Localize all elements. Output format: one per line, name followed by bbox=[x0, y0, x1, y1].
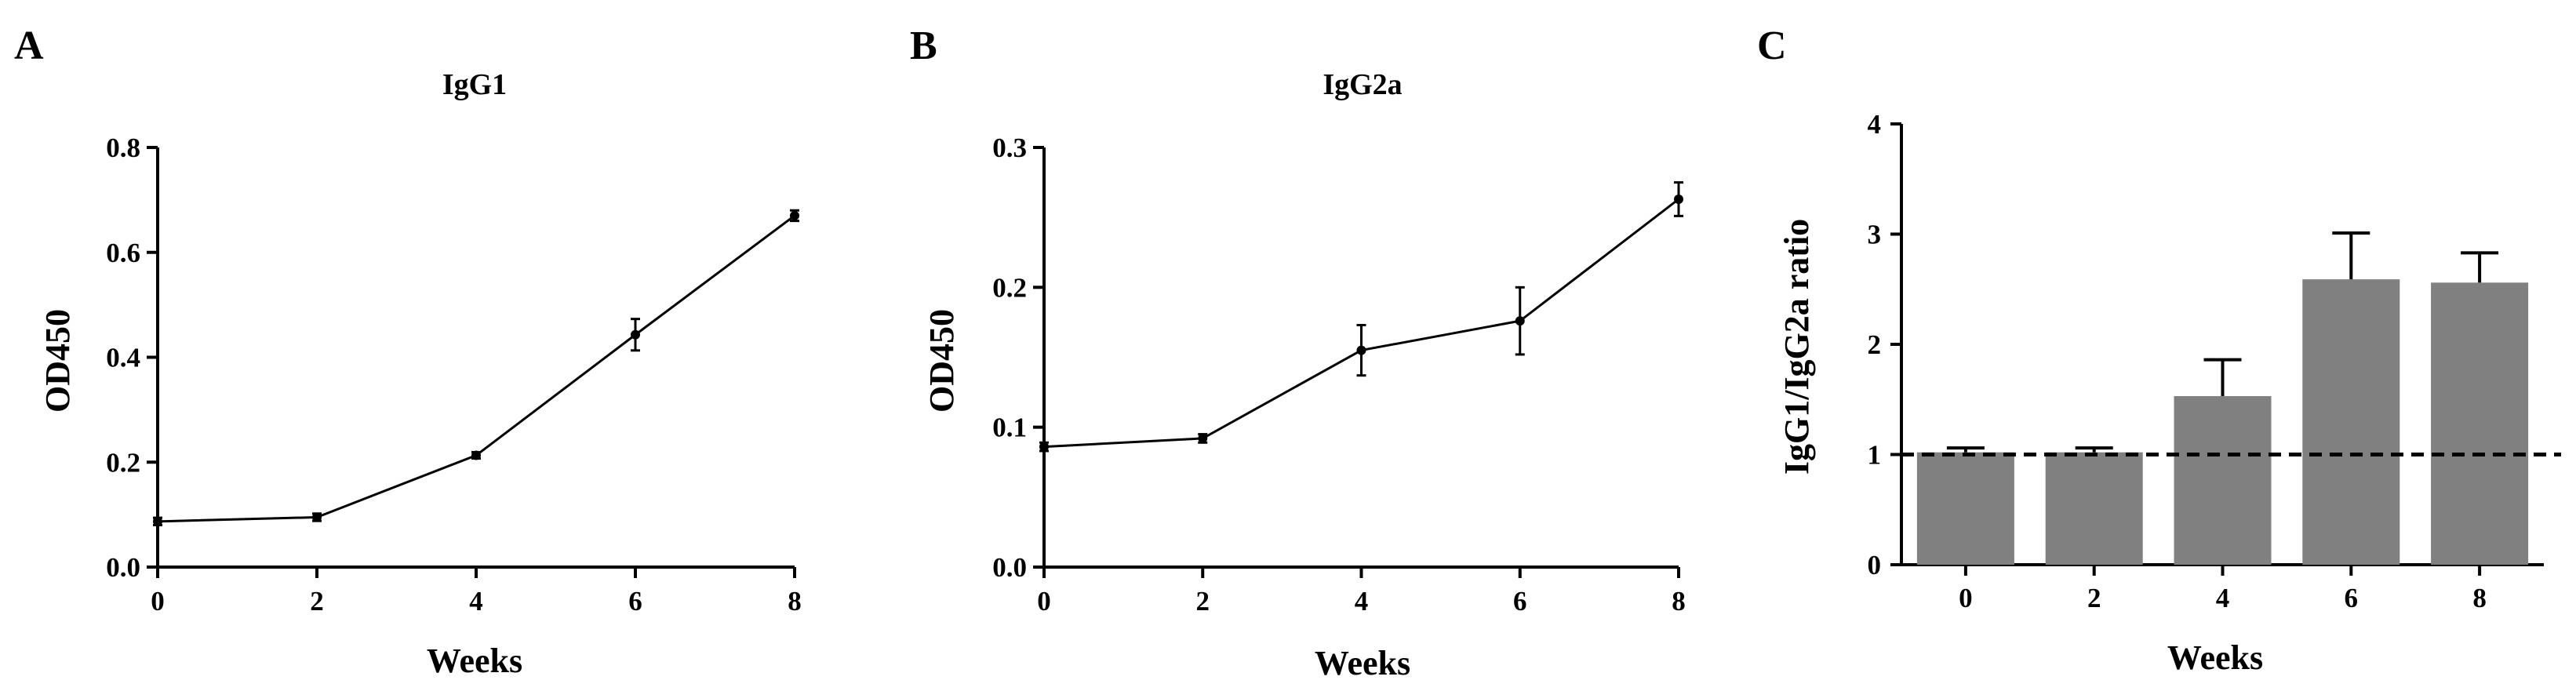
panel-c-ytick-label: 1 bbox=[1868, 440, 1882, 471]
panel-c-bar bbox=[2431, 282, 2529, 565]
panel-a-series-line bbox=[157, 214, 795, 523]
panel-b-ytick-label: 0.3 bbox=[992, 133, 1027, 163]
panel-b-data-point bbox=[1198, 433, 1208, 443]
panel-c-bar bbox=[1916, 452, 2014, 565]
panel-b-ytick-label: 0.1 bbox=[992, 413, 1027, 443]
panel-a-ytick-label: 0.6 bbox=[106, 238, 140, 268]
panel-b-data-point bbox=[1515, 316, 1525, 326]
panel-a-xtick-label: 2 bbox=[310, 586, 324, 616]
panel-b-data-point bbox=[1674, 194, 1683, 204]
panel-a-xlabel: Weeks bbox=[427, 642, 522, 680]
panel-a-ylabel: OD450 bbox=[38, 309, 77, 413]
panel-b-ytick-label: 0.2 bbox=[992, 272, 1027, 303]
panel-a-ytick-label: 0.0 bbox=[106, 552, 140, 583]
panel-b-xtick-label: 0 bbox=[1037, 586, 1051, 616]
panel-b-chart: B IgG2a OD450 Weeks 0.0 0.1 0.2 0.3 0 2 4 6 8 bbox=[910, 24, 1686, 682]
panel-letter-a: A bbox=[14, 24, 44, 68]
panel-a-chart: A IgG1 OD450 Weeks 0.0 0.2 0.4 0.6 0.8 0 2 4 6 8 bbox=[14, 24, 802, 680]
panel-a-data-point bbox=[631, 329, 640, 340]
panel-c-ytick-label: 4 bbox=[1868, 109, 1882, 140]
panel-b-xlabel: Weeks bbox=[1315, 644, 1410, 682]
panel-c-ytick-label: 2 bbox=[1868, 329, 1882, 360]
panel-a-xtick-label: 6 bbox=[628, 586, 642, 616]
panel-c-xtick-label: 6 bbox=[2345, 583, 2359, 613]
panel-c-ytick-label: 0 bbox=[1868, 550, 1882, 580]
panel-b-data-point bbox=[1356, 345, 1366, 355]
panel-b-ylabel: OD450 bbox=[922, 309, 961, 413]
panel-c-ytick-label: 3 bbox=[1868, 220, 1882, 250]
panel-c-xtick-label: 2 bbox=[2087, 583, 2101, 613]
panel-a-xtick-label: 4 bbox=[469, 586, 483, 616]
panel-a-data-point bbox=[790, 210, 799, 220]
panel-c-bar bbox=[2045, 452, 2143, 565]
panel-letter-c: C bbox=[1757, 24, 1787, 68]
panel-a-ytick-label: 0.4 bbox=[106, 343, 140, 373]
panel-b-series-line bbox=[1043, 198, 1679, 449]
panel-c-xtick-label: 4 bbox=[2216, 583, 2230, 613]
panel-a-ytick-label: 0.8 bbox=[106, 133, 140, 163]
panel-b-title: IgG2a bbox=[1323, 68, 1402, 101]
panel-a-xtick-label: 0 bbox=[151, 586, 165, 616]
panel-a-ytick-label: 0.2 bbox=[106, 447, 140, 478]
panel-a-data-point bbox=[153, 516, 162, 526]
panel-c-xtick-label: 0 bbox=[1959, 583, 1973, 613]
panel-b-xtick-label: 6 bbox=[1513, 586, 1527, 616]
panel-c-xlabel: Weeks bbox=[2167, 638, 2263, 677]
panel-c-bar bbox=[2174, 396, 2272, 565]
panel-c-chart: C IgG1/IgG2a ratio Weeks 0 1 2 3 4 0 2 4 6 8 bbox=[1757, 24, 2561, 677]
panel-letter-b: B bbox=[910, 24, 937, 68]
panel-b-data-point bbox=[1039, 442, 1049, 452]
panel-b-xtick-label: 8 bbox=[1672, 586, 1686, 616]
panel-a-title: IgG1 bbox=[442, 68, 507, 101]
panel-b-xtick-label: 4 bbox=[1355, 586, 1369, 616]
panel-b-ytick-label: 0.0 bbox=[992, 552, 1027, 583]
panel-a-xtick-label: 8 bbox=[788, 586, 802, 616]
panel-a-data-point bbox=[471, 450, 481, 460]
panel-c-bar bbox=[2302, 279, 2400, 565]
panel-a-data-point bbox=[312, 512, 322, 522]
panel-c-ylabel: IgG1/IgG2a ratio bbox=[1777, 219, 1816, 475]
panel-b-xtick-label: 2 bbox=[1196, 586, 1210, 616]
panel-c-xtick-label: 8 bbox=[2472, 583, 2487, 613]
